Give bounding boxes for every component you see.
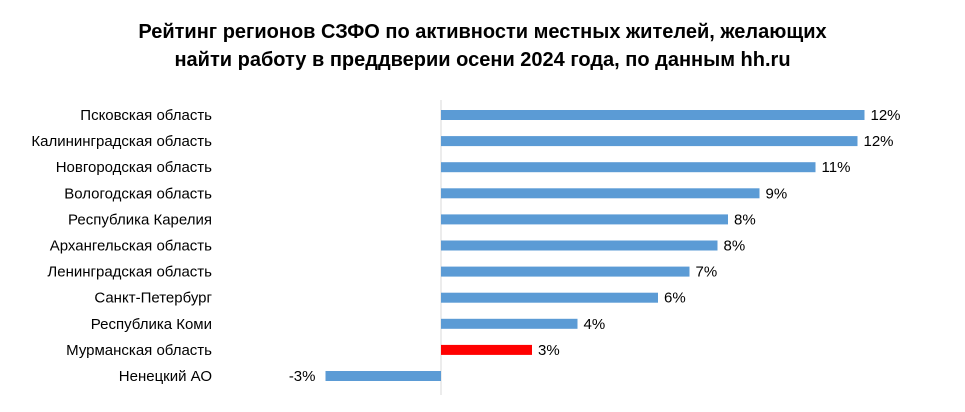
bar [441, 344, 532, 355]
data-label: 8% [734, 211, 756, 228]
category-label: Архангельская область [50, 238, 212, 255]
data-label: 7% [696, 264, 718, 281]
bar [441, 266, 690, 277]
category-label: Мурманская область [66, 342, 212, 359]
category-label: Республика Карелия [68, 211, 212, 228]
bar [441, 214, 728, 225]
bar [325, 371, 441, 381]
category-label: Калининградская область [31, 133, 212, 150]
bar [441, 162, 816, 173]
chart-title-line-2: найти работу в преддверии осени 2024 год… [174, 49, 791, 71]
data-label: 12% [871, 107, 901, 124]
bar [441, 318, 578, 329]
category-label: Псковская область [80, 107, 212, 124]
category-label: Новгородская область [56, 159, 212, 176]
bar [441, 188, 760, 199]
bar [441, 136, 858, 147]
category-label: Вологодская область [64, 185, 212, 202]
data-label: 6% [664, 290, 686, 307]
category-label: Ленинградская область [47, 264, 212, 281]
bar [441, 292, 658, 303]
data-label: 9% [766, 185, 788, 202]
data-label: 4% [584, 316, 606, 333]
data-label: -3% [289, 368, 316, 385]
chart-title: Рейтинг регионов СЗФО по активности мест… [0, 18, 965, 74]
data-label: 3% [538, 342, 560, 359]
bar [441, 240, 718, 251]
data-label: 8% [724, 238, 746, 255]
data-label: 11% [822, 159, 851, 176]
data-label: 12% [864, 133, 894, 150]
category-label: Ненецкий АО [119, 368, 212, 385]
chart-title-line-1: Рейтинг регионов СЗФО по активности мест… [138, 21, 827, 43]
bar [441, 110, 865, 120]
category-label: Санкт-Петербург [94, 290, 212, 307]
category-label: Республика Коми [91, 316, 212, 333]
